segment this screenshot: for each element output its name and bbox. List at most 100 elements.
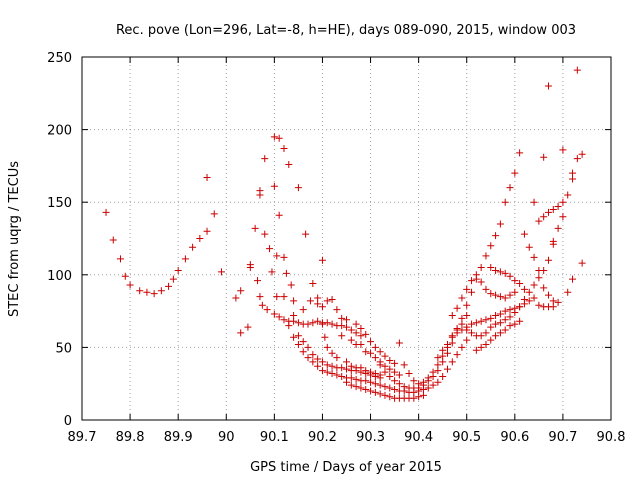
data-point <box>516 317 524 325</box>
y-tick-label: 250 <box>47 51 72 66</box>
data-point <box>294 184 302 192</box>
data-point <box>347 336 355 344</box>
data-point <box>328 362 336 370</box>
data-point <box>371 370 379 378</box>
data-point <box>492 266 500 274</box>
data-point <box>501 326 509 334</box>
data-point <box>482 340 490 348</box>
data-point <box>371 380 379 388</box>
data-point <box>535 301 543 309</box>
data-point <box>468 320 476 328</box>
data-point <box>506 272 514 280</box>
data-point <box>573 66 581 74</box>
data-point <box>501 316 509 324</box>
data-point <box>540 213 548 221</box>
data-point <box>285 160 293 168</box>
data-point <box>328 349 336 357</box>
data-point <box>367 378 375 386</box>
data-point <box>362 377 370 385</box>
data-point <box>492 320 500 328</box>
data-point <box>400 361 408 369</box>
data-point <box>174 266 182 274</box>
data-point <box>487 336 495 344</box>
data-point <box>559 198 567 206</box>
data-point <box>196 235 204 242</box>
data-point <box>314 355 322 363</box>
data-point <box>419 378 427 386</box>
data-point <box>477 332 485 340</box>
data-point <box>352 383 360 391</box>
data-point <box>535 266 543 274</box>
data-point <box>468 288 476 296</box>
data-point <box>434 378 442 386</box>
data-point <box>376 390 384 398</box>
grid-layer <box>82 57 611 420</box>
data-point <box>458 343 466 351</box>
data-point <box>434 354 442 362</box>
data-point <box>237 287 245 295</box>
x-tick-label: 89.8 <box>116 430 145 445</box>
data-point <box>290 311 298 319</box>
data-point <box>376 381 384 389</box>
data-point <box>362 330 370 338</box>
data-point <box>294 319 302 327</box>
data-point <box>544 208 552 216</box>
data-point <box>333 371 341 379</box>
data-point <box>294 340 302 348</box>
data-point <box>321 333 329 341</box>
data-point <box>463 336 471 344</box>
data-point <box>492 291 500 299</box>
data-point <box>261 155 269 163</box>
data-point <box>569 275 577 283</box>
data-point <box>367 368 375 376</box>
x-tick-label: 90.8 <box>597 430 626 445</box>
data-point <box>169 275 177 283</box>
data-point <box>282 269 290 277</box>
data-point <box>357 384 365 392</box>
data-point <box>391 368 399 376</box>
data-point <box>328 295 336 303</box>
data-point <box>482 329 490 337</box>
data-point <box>343 316 350 324</box>
data-point <box>357 364 365 372</box>
data-point <box>386 393 394 401</box>
data-point <box>261 230 269 238</box>
data-point <box>496 329 504 337</box>
data-point <box>482 285 490 293</box>
data-point <box>520 295 528 303</box>
data-point <box>280 316 288 324</box>
data-point <box>280 253 288 261</box>
data-point <box>386 372 394 380</box>
data-point <box>391 377 399 385</box>
data-point <box>549 205 557 213</box>
data-point <box>501 198 509 206</box>
data-point <box>263 306 271 314</box>
data-point <box>109 236 117 244</box>
data-point <box>477 317 485 325</box>
data-point <box>333 354 341 362</box>
data-point <box>386 356 394 364</box>
data-point <box>482 316 490 324</box>
x-tick-label: 90.2 <box>308 430 337 445</box>
x-tick-label: 90 <box>218 430 235 445</box>
data-point <box>352 375 360 383</box>
data-point <box>150 290 158 298</box>
data-point <box>314 317 322 325</box>
data-point <box>328 370 336 378</box>
data-point <box>544 256 552 264</box>
data-point <box>304 320 312 328</box>
data-point <box>535 217 543 225</box>
data-point <box>496 319 504 327</box>
data-point <box>453 351 461 359</box>
data-point <box>376 361 384 369</box>
data-point <box>400 383 408 391</box>
data-point <box>395 339 403 347</box>
data-point <box>347 362 355 370</box>
data-point <box>367 387 375 395</box>
data-point <box>273 252 281 260</box>
data-point <box>299 306 307 314</box>
data-point <box>318 367 326 375</box>
data-point <box>314 294 322 302</box>
data-point <box>302 230 310 238</box>
data-point <box>328 320 336 328</box>
